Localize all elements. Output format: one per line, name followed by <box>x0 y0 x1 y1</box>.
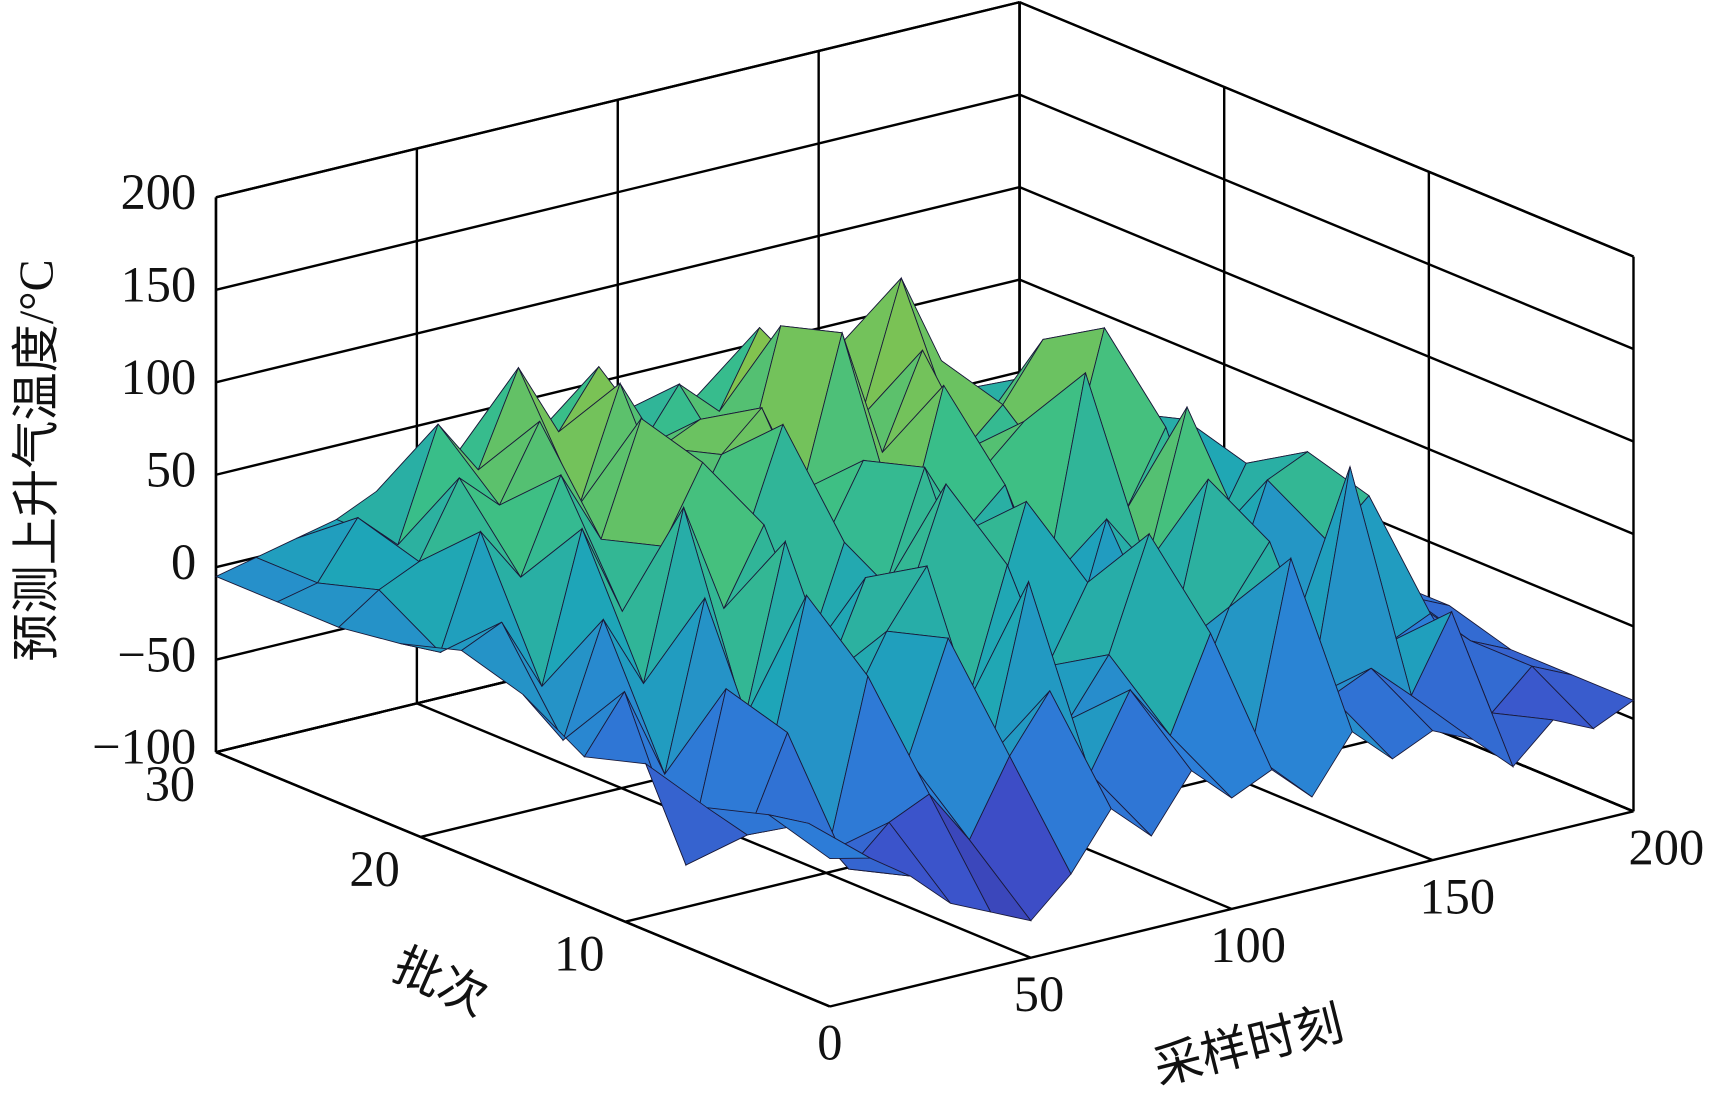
z-tick-label: 0 <box>171 534 196 590</box>
surface <box>214 276 1635 922</box>
z-tick-label: 50 <box>146 441 196 497</box>
grid-line <box>1019 1 1634 258</box>
surface-patch <box>768 814 872 860</box>
x-tick-label: 150 <box>1419 868 1495 924</box>
z-tick-label: 200 <box>121 164 197 220</box>
grid-line <box>1019 186 1634 443</box>
x-axis-label: 采样时刻 <box>1149 997 1349 1095</box>
z-tick-label: 150 <box>121 256 197 312</box>
x-tick-label: 50 <box>1014 966 1064 1022</box>
x-tick-label: 0 <box>817 1015 842 1071</box>
z-tick-label: 100 <box>121 349 197 405</box>
x-tick-label: 200 <box>1629 820 1705 876</box>
z-tick-label: −50 <box>117 626 196 682</box>
z-tick-label: −100 <box>92 719 196 775</box>
z-axis-label: 预测上升气温度/°C <box>11 259 64 661</box>
y-axis-label: 批次 <box>385 939 495 1027</box>
grid-line <box>215 751 831 1008</box>
grid-line <box>1019 278 1634 536</box>
x-tick-label: 100 <box>1210 917 1286 973</box>
y-tick-label: 20 <box>349 841 399 897</box>
grid-line <box>1019 93 1634 351</box>
y-tick-label: 10 <box>554 926 604 982</box>
labels: 采样时刻 批次 预测上升气温度/°C −100 −50 0 50 100 150 200 0 5… <box>11 164 1704 1095</box>
y-tick-label: 30 <box>145 756 195 812</box>
